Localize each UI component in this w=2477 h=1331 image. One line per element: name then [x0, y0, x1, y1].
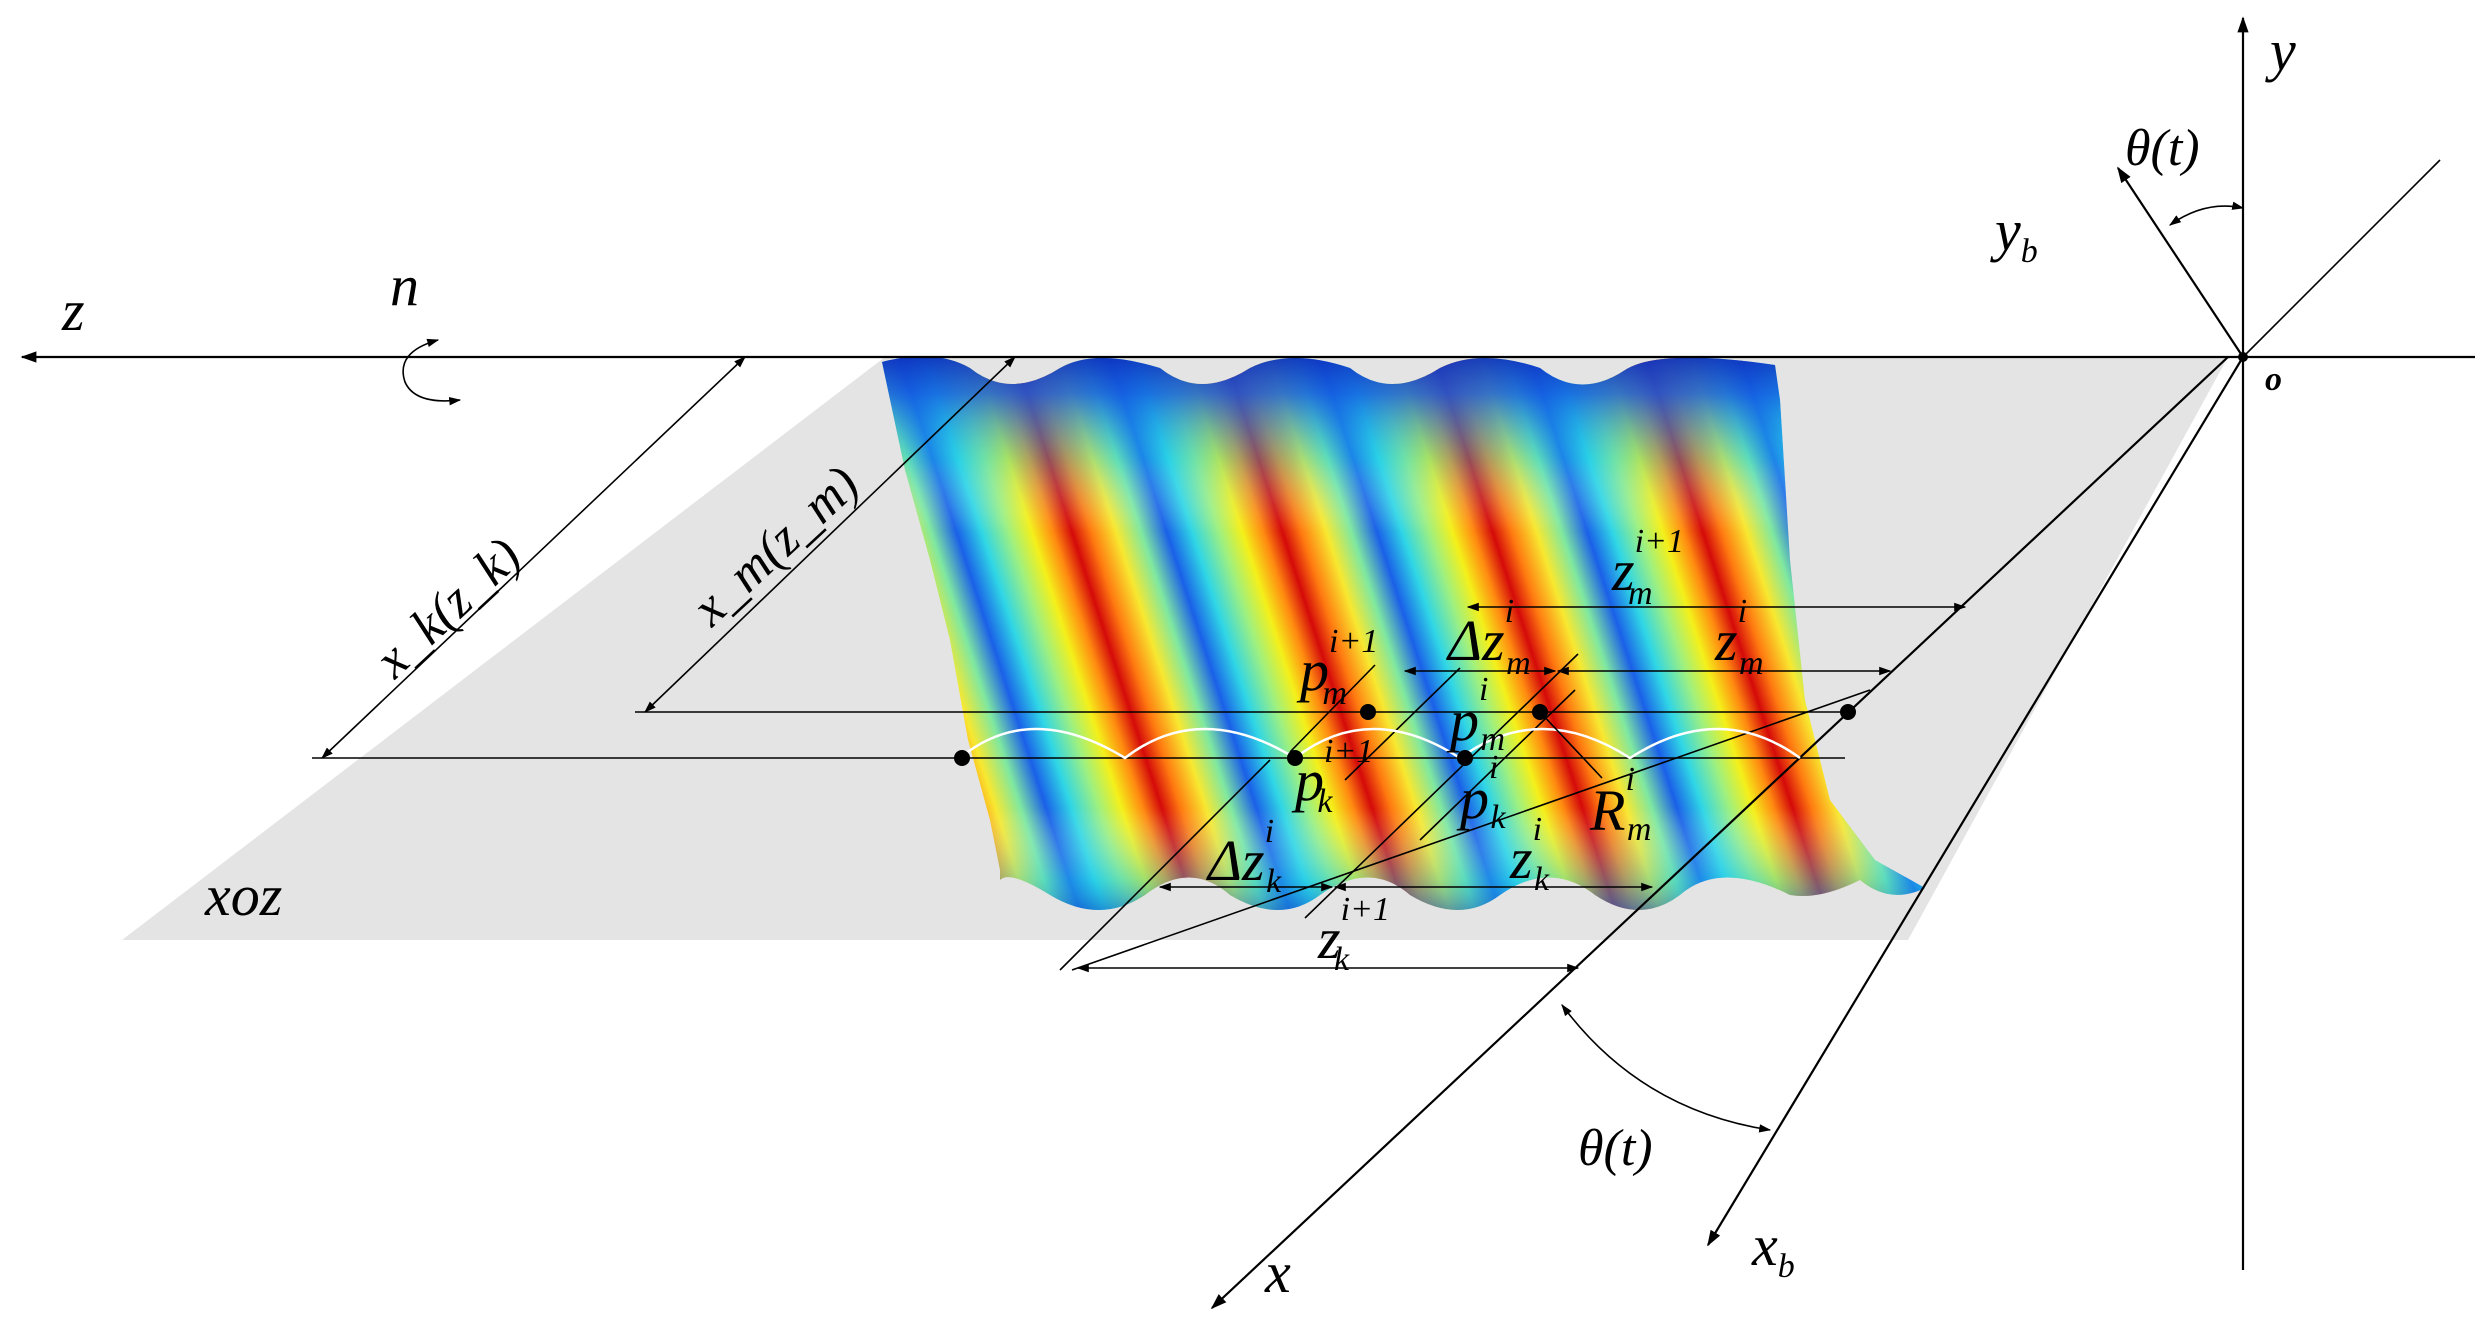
dzk-i-label: Δzi k — [1206, 813, 1282, 900]
r-leader-line — [1539, 711, 1603, 779]
pm-i-point — [1532, 704, 1548, 720]
pk-i1-point — [1287, 750, 1303, 766]
theta-arc-bottom — [1561, 1004, 1772, 1133]
x-axis-label: x — [1264, 1240, 1291, 1305]
yb-axis-label: yb — [1990, 198, 2038, 270]
xm-dimension-line — [644, 356, 1016, 713]
tool-path-arcs — [959, 727, 1801, 760]
zm-i-label: zi m — [1714, 593, 1764, 682]
diagonal-line — [2242, 159, 2441, 358]
origin-point — [2238, 352, 2248, 362]
theta-top-label: θ(t) — [2125, 120, 2200, 177]
zk-i-label: zi k — [1509, 811, 1550, 898]
xb-axis-label: xb — [1751, 1213, 1795, 1285]
dzm-i-label: Δzi m — [1446, 593, 1531, 682]
pm-i1-point — [1360, 704, 1376, 720]
y-axis-label: y — [2265, 18, 2296, 83]
rotation-arrow-icon — [402, 338, 462, 406]
origin-label: o — [2265, 361, 2282, 398]
zm-i1-label: zi+1 m — [1611, 523, 1684, 612]
pk-i-label: pi k — [1456, 749, 1506, 836]
zk-i1-label: zi+1 k — [1317, 891, 1390, 978]
z-axis-label: z — [61, 278, 85, 343]
pm-right-point — [1840, 704, 1856, 720]
pk-left-point — [954, 750, 970, 766]
plane-label: xoz — [204, 863, 282, 928]
xb-axis — [1707, 356, 2244, 1247]
x-axis — [1210, 356, 2229, 1310]
theta-bottom-label: θ(t) — [1578, 1120, 1653, 1177]
pm-i1-label: pi+1 m — [1296, 623, 1378, 712]
yb-axis — [2117, 166, 2244, 358]
n-label: n — [390, 253, 419, 318]
pk-i1-label: pi+1 k — [1291, 733, 1373, 820]
pk-i-point — [1457, 750, 1473, 766]
theta-arc-top — [2169, 201, 2245, 226]
rm-i-label: Ri m — [1589, 761, 1651, 848]
machined-surface — [882, 356, 1925, 910]
pm-i-label: pi m — [1446, 671, 1505, 758]
